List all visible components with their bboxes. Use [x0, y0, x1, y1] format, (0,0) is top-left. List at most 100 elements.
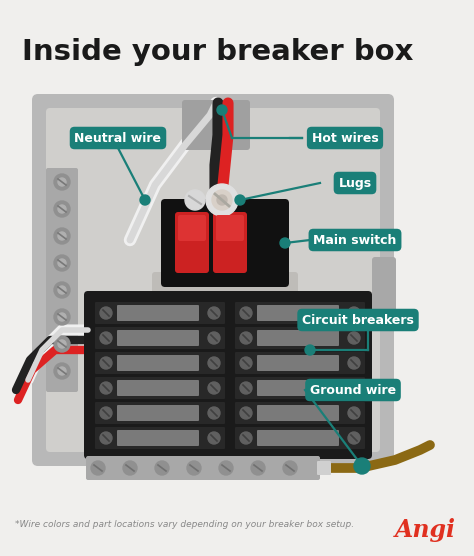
FancyBboxPatch shape — [95, 302, 225, 324]
Circle shape — [208, 407, 220, 419]
Text: Angi: Angi — [394, 518, 456, 542]
FancyBboxPatch shape — [117, 330, 199, 346]
Circle shape — [348, 432, 360, 444]
FancyBboxPatch shape — [84, 291, 372, 459]
Text: Ground wire: Ground wire — [310, 384, 396, 396]
FancyBboxPatch shape — [257, 355, 339, 371]
Circle shape — [54, 201, 70, 217]
Circle shape — [58, 205, 66, 213]
Circle shape — [240, 407, 252, 419]
FancyBboxPatch shape — [117, 405, 199, 421]
FancyBboxPatch shape — [152, 272, 298, 308]
Circle shape — [54, 282, 70, 298]
Circle shape — [348, 382, 360, 394]
FancyBboxPatch shape — [257, 305, 339, 321]
Circle shape — [100, 407, 112, 419]
FancyBboxPatch shape — [117, 380, 199, 396]
Circle shape — [123, 461, 137, 475]
FancyBboxPatch shape — [95, 352, 225, 374]
FancyBboxPatch shape — [182, 100, 250, 150]
Circle shape — [58, 367, 66, 375]
FancyBboxPatch shape — [175, 212, 209, 273]
Text: *Wire colors and part locations vary depending on your breaker box setup.: *Wire colors and part locations vary dep… — [15, 520, 354, 529]
Circle shape — [91, 461, 105, 475]
Circle shape — [206, 184, 238, 216]
FancyBboxPatch shape — [317, 461, 331, 475]
FancyBboxPatch shape — [213, 212, 247, 273]
Circle shape — [100, 382, 112, 394]
Circle shape — [219, 461, 233, 475]
FancyBboxPatch shape — [257, 405, 339, 421]
FancyBboxPatch shape — [117, 355, 199, 371]
FancyBboxPatch shape — [95, 327, 225, 349]
Circle shape — [155, 461, 169, 475]
Circle shape — [217, 195, 227, 205]
Circle shape — [100, 357, 112, 369]
Text: Inside your breaker box: Inside your breaker box — [22, 38, 413, 66]
FancyBboxPatch shape — [117, 430, 199, 446]
Circle shape — [240, 357, 252, 369]
Circle shape — [240, 382, 252, 394]
Circle shape — [357, 461, 367, 471]
Circle shape — [354, 458, 370, 474]
Circle shape — [54, 255, 70, 271]
Circle shape — [283, 461, 297, 475]
FancyBboxPatch shape — [235, 427, 365, 449]
FancyBboxPatch shape — [257, 430, 339, 446]
Text: Lugs: Lugs — [338, 176, 372, 190]
Circle shape — [54, 363, 70, 379]
FancyBboxPatch shape — [235, 352, 365, 374]
Circle shape — [305, 345, 315, 355]
FancyBboxPatch shape — [178, 215, 206, 241]
Circle shape — [100, 332, 112, 344]
Circle shape — [208, 432, 220, 444]
Circle shape — [54, 309, 70, 325]
Circle shape — [212, 190, 232, 210]
Circle shape — [58, 313, 66, 321]
Circle shape — [240, 432, 252, 444]
Text: Hot wires: Hot wires — [311, 132, 378, 145]
Circle shape — [348, 307, 360, 319]
Circle shape — [251, 461, 265, 475]
FancyBboxPatch shape — [257, 380, 339, 396]
Circle shape — [240, 307, 252, 319]
Text: Neutral wire: Neutral wire — [74, 132, 162, 145]
FancyBboxPatch shape — [372, 257, 396, 323]
Circle shape — [185, 190, 205, 210]
FancyBboxPatch shape — [46, 108, 380, 452]
Circle shape — [187, 461, 201, 475]
Circle shape — [235, 195, 245, 205]
Circle shape — [208, 357, 220, 369]
FancyBboxPatch shape — [95, 402, 225, 424]
Circle shape — [54, 174, 70, 190]
Circle shape — [140, 195, 150, 205]
FancyBboxPatch shape — [257, 330, 339, 346]
FancyBboxPatch shape — [95, 427, 225, 449]
FancyBboxPatch shape — [117, 305, 199, 321]
Circle shape — [208, 307, 220, 319]
Circle shape — [348, 332, 360, 344]
Circle shape — [54, 228, 70, 244]
Circle shape — [58, 232, 66, 240]
FancyBboxPatch shape — [161, 199, 289, 287]
Circle shape — [58, 286, 66, 294]
FancyBboxPatch shape — [235, 377, 365, 399]
Circle shape — [280, 238, 290, 248]
FancyBboxPatch shape — [32, 94, 394, 466]
FancyBboxPatch shape — [46, 168, 78, 392]
Circle shape — [208, 382, 220, 394]
Circle shape — [100, 432, 112, 444]
FancyBboxPatch shape — [216, 215, 244, 241]
Circle shape — [58, 178, 66, 186]
Circle shape — [208, 332, 220, 344]
Circle shape — [348, 407, 360, 419]
Circle shape — [58, 340, 66, 348]
FancyBboxPatch shape — [235, 402, 365, 424]
FancyBboxPatch shape — [95, 377, 225, 399]
Circle shape — [100, 307, 112, 319]
FancyBboxPatch shape — [235, 302, 365, 324]
Circle shape — [217, 105, 227, 115]
Circle shape — [348, 357, 360, 369]
Text: Main switch: Main switch — [313, 234, 397, 246]
Circle shape — [240, 332, 252, 344]
